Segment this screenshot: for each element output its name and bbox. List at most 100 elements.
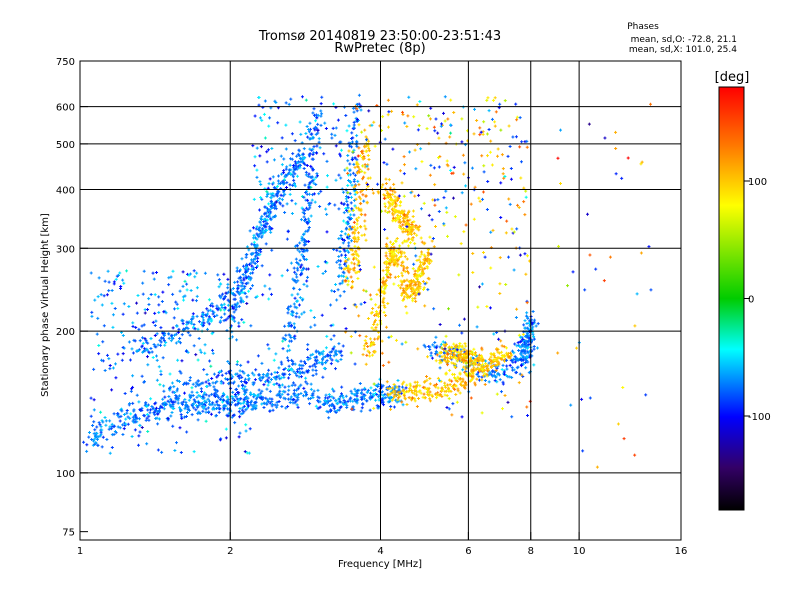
echo-point [304, 132, 308, 136]
o-mode-point [310, 166, 314, 170]
echo-point [428, 173, 432, 177]
echo-point [488, 150, 492, 154]
o-mode-point [210, 302, 214, 306]
o-mode-point [532, 345, 536, 349]
echo-point [181, 270, 185, 274]
y-tick-label: 200 [56, 327, 75, 338]
o-mode-point [249, 287, 253, 291]
o-mode-point [333, 406, 337, 410]
echo-point [196, 327, 200, 331]
o-mode-point [240, 375, 244, 379]
o-mode-point [301, 256, 305, 260]
echo-point [486, 179, 490, 183]
echo-point [176, 358, 180, 362]
o-mode-point [200, 390, 204, 394]
o-mode-point [292, 391, 296, 395]
o-mode-point [336, 401, 340, 405]
echo-point [464, 184, 468, 188]
o-mode-point [337, 254, 341, 258]
echo-point [325, 159, 329, 163]
o-mode-point [266, 400, 270, 404]
o-mode-point [338, 400, 342, 404]
o-mode-point [329, 408, 333, 412]
o-mode-point [300, 271, 304, 275]
o-mode-point [295, 374, 299, 378]
echo-point [417, 124, 421, 128]
o-mode-point [250, 399, 254, 403]
x-mode-point [456, 387, 460, 391]
echo-point [556, 156, 560, 160]
echo-point [242, 320, 246, 324]
echo-point [173, 449, 177, 453]
o-mode-point [346, 184, 350, 188]
y-tick-label: 500 [56, 140, 75, 151]
echo-point [258, 208, 262, 212]
o-mode-point [232, 380, 236, 384]
o-mode-point [127, 340, 131, 344]
echo-point [135, 301, 139, 305]
o-mode-point [311, 147, 315, 151]
echo-point [488, 306, 492, 310]
o-mode-point [255, 260, 259, 264]
o-mode-point [277, 400, 281, 404]
o-mode-point [363, 386, 367, 390]
echo-point [105, 353, 109, 357]
echo-point [334, 144, 338, 148]
echo-point [499, 128, 503, 132]
echo-point [192, 344, 196, 348]
echo-point [384, 325, 388, 329]
y-tick-label: 300 [56, 244, 75, 255]
o-mode-point [105, 438, 109, 442]
echo-point [218, 282, 222, 286]
echo-point [329, 337, 333, 341]
x-mode-point [362, 347, 366, 351]
o-mode-point [197, 393, 201, 397]
echo-point [176, 306, 180, 310]
echo-point [391, 147, 395, 151]
echo-point [418, 100, 422, 104]
o-mode-point [118, 426, 122, 430]
o-mode-point [309, 382, 313, 386]
echo-point [266, 383, 270, 387]
o-mode-point [249, 261, 253, 265]
o-mode-point [233, 293, 237, 297]
x-mode-point [394, 249, 398, 253]
echo-point [279, 154, 283, 158]
echo-point [485, 305, 489, 309]
o-mode-point [235, 266, 239, 270]
o-mode-point [295, 311, 299, 315]
echo-point [383, 227, 387, 231]
o-mode-point [237, 321, 241, 325]
echo-point [114, 277, 118, 281]
o-mode-point [308, 121, 312, 125]
echo-point [433, 203, 437, 207]
o-mode-point [268, 397, 272, 401]
echo-point [581, 449, 585, 453]
o-mode-point [224, 404, 228, 408]
o-mode-point [340, 253, 344, 257]
o-mode-point [268, 208, 272, 212]
o-mode-point [280, 172, 284, 176]
o-mode-point [305, 284, 309, 288]
x-mode-point [455, 400, 459, 404]
o-mode-point [327, 393, 331, 397]
o-mode-point [298, 241, 302, 245]
x-mode-point [374, 303, 378, 307]
echo-point [499, 215, 503, 219]
echo-point [402, 155, 406, 159]
echo-point [432, 307, 436, 311]
echo-point [284, 101, 288, 105]
echo-point [499, 181, 503, 185]
o-mode-point [145, 416, 149, 420]
o-mode-point [150, 404, 154, 408]
o-mode-point [191, 315, 195, 319]
echo-point [325, 185, 329, 189]
echo-point [114, 362, 118, 366]
o-mode-point [243, 377, 247, 381]
o-mode-point [242, 392, 246, 396]
echo-point [290, 383, 294, 387]
o-mode-point [298, 166, 302, 170]
echo-point [443, 95, 447, 99]
o-mode-point [186, 404, 190, 408]
echo-point [371, 191, 375, 195]
